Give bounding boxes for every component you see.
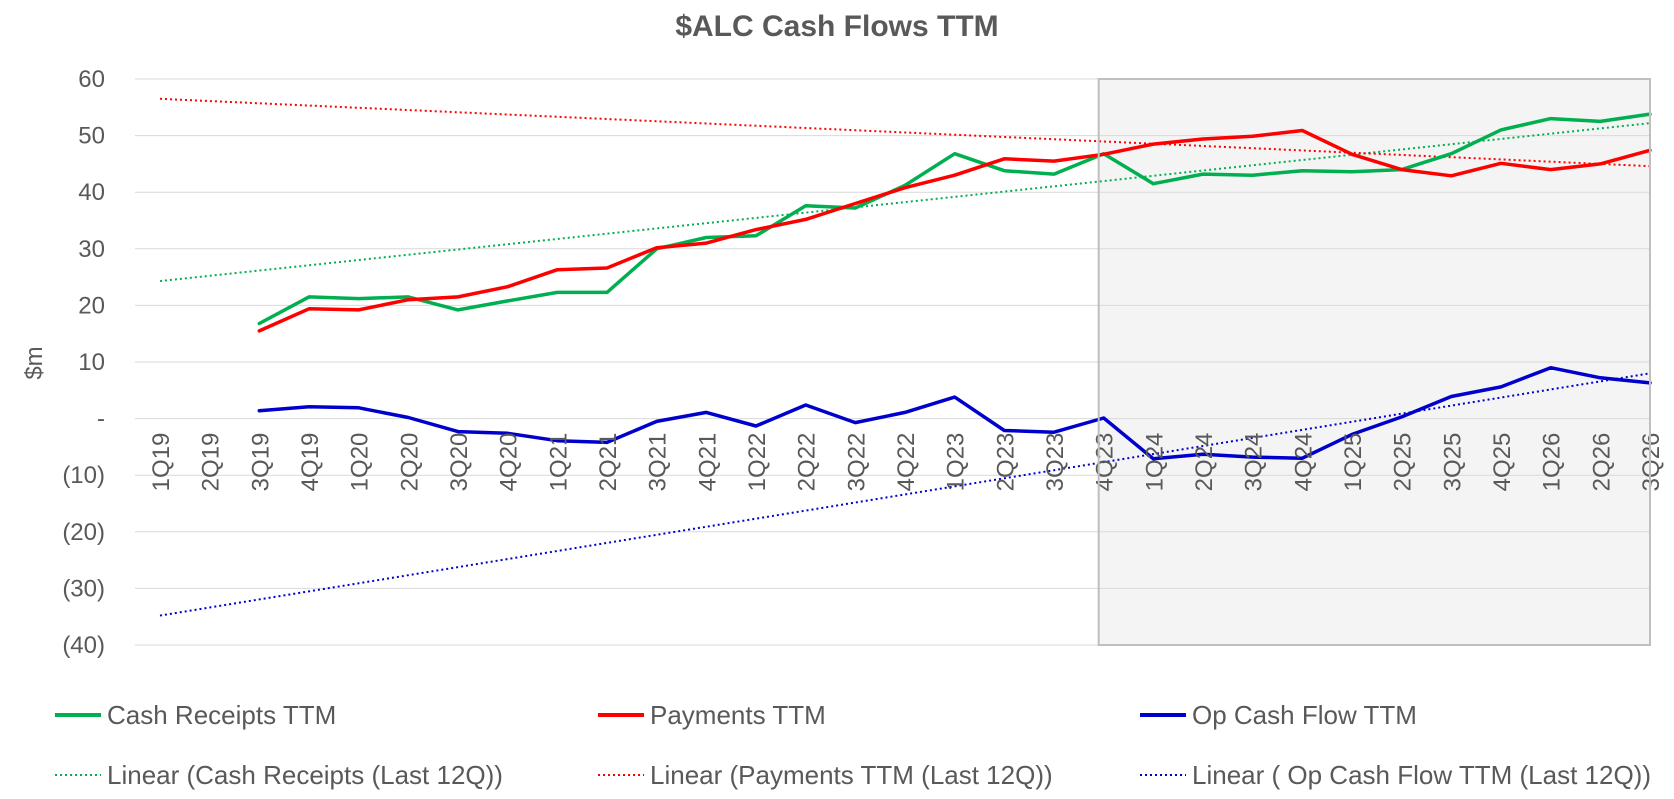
y-tick-label: -: [97, 406, 105, 433]
x-tick-label: 4Q23: [1092, 433, 1119, 492]
x-tick-label: 2Q25: [1390, 433, 1417, 492]
x-tick-label: 2Q24: [1191, 433, 1218, 492]
x-tick-label: 4Q22: [893, 433, 920, 492]
x-tick-label: 2Q21: [595, 433, 622, 492]
x-tick-label: 2Q23: [992, 433, 1019, 492]
x-tick-label: 1Q20: [347, 433, 374, 492]
x-tick-label: 3Q24: [1241, 433, 1268, 492]
legend-item: Payments TTM: [598, 700, 826, 730]
y-tick-label: 60: [78, 66, 105, 93]
y-tick-label: 10: [78, 349, 105, 376]
y-tick-label: (30): [62, 575, 105, 602]
legend-item: Linear (Payments TTM (Last 12Q)): [598, 760, 1053, 790]
chart-title: $ALC Cash Flows TTM: [675, 10, 999, 43]
x-tick-label: 1Q21: [545, 433, 572, 492]
x-tick-label: 2Q20: [396, 433, 423, 492]
y-tick-label: 20: [78, 292, 105, 319]
x-tick-label: 3Q19: [247, 433, 274, 492]
legend-label: Linear (Payments TTM (Last 12Q)): [650, 760, 1053, 790]
legend-item: Op Cash Flow TTM: [1140, 700, 1417, 730]
x-tick-label: 2Q22: [794, 433, 821, 492]
x-tick-label: 3Q22: [843, 433, 870, 492]
x-tick-label: 1Q24: [1141, 433, 1168, 492]
x-tick-label: 4Q24: [1290, 433, 1317, 492]
x-tick-label: 4Q25: [1489, 433, 1516, 492]
legend-label: Linear (Cash Receipts (Last 12Q)): [107, 760, 503, 790]
legend-label: Payments TTM: [650, 700, 826, 730]
shaded-region-border: [1097, 78, 1651, 646]
x-tick-label: 1Q23: [943, 433, 970, 492]
x-tick-label: 4Q20: [496, 433, 523, 492]
x-tick-label: 1Q26: [1539, 433, 1566, 492]
x-tick-label: 1Q19: [148, 433, 175, 492]
x-tick-label: 2Q19: [198, 433, 225, 492]
legend-item: Linear ( Op Cash Flow TTM (Last 12Q)): [1140, 760, 1651, 790]
legend-item: Linear (Cash Receipts (Last 12Q)): [55, 760, 503, 790]
x-tick-label: 2Q26: [1588, 433, 1615, 492]
x-tick-label: 4Q19: [297, 433, 324, 492]
trendline-linear-op-cash-flow-ttm-last-12q: [159, 372, 1651, 617]
x-tick-label: 3Q25: [1439, 433, 1466, 492]
x-tick-label: 3Q23: [1042, 433, 1069, 492]
y-tick-label: 40: [78, 179, 105, 206]
x-tick-label: 3Q26: [1638, 433, 1665, 492]
y-axis-label: $m: [21, 346, 48, 379]
legend-label: Cash Receipts TTM: [107, 700, 336, 730]
y-tick-label: (40): [62, 632, 105, 659]
legend-label: Linear ( Op Cash Flow TTM (Last 12Q)): [1192, 760, 1651, 790]
legend-label: Op Cash Flow TTM: [1192, 700, 1417, 730]
y-tick-label: 50: [78, 123, 105, 150]
legend-item: Cash Receipts TTM: [55, 700, 336, 730]
x-tick-label: 3Q20: [446, 433, 473, 492]
y-tick-label: (20): [62, 519, 105, 546]
y-tick-label: 30: [78, 236, 105, 263]
x-tick-label: 1Q22: [744, 433, 771, 492]
x-tick-label: 4Q21: [694, 433, 721, 492]
x-tick-label: 1Q25: [1340, 433, 1367, 492]
trendline-linear-payments-ttm-last-12q: [159, 97, 1651, 168]
y-tick-label: (10): [62, 462, 105, 489]
x-tick-label: 3Q21: [645, 433, 672, 492]
